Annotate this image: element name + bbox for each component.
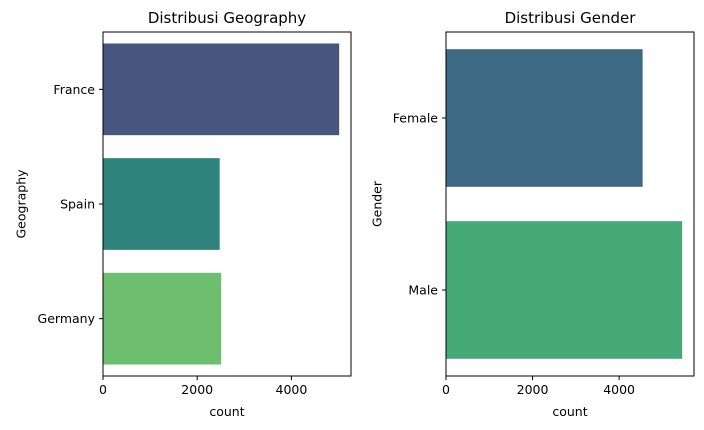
x-tick-label: 4000	[276, 382, 308, 397]
bar-france	[103, 43, 340, 136]
y-axis-label: Geography	[14, 169, 29, 239]
x-tick-label: 0	[442, 382, 450, 397]
y-axis-label: Gender	[370, 180, 385, 227]
x-tick-label: 0	[99, 382, 107, 397]
y-tick-label-spain: Spain	[60, 197, 95, 212]
x-tick-label: 2000	[181, 382, 213, 397]
y-tick-label-germany: Germany	[38, 311, 96, 326]
bar-germany	[103, 272, 222, 365]
bar-male	[446, 221, 683, 359]
y-tick-label-female: Female	[393, 111, 439, 126]
y-tick-label-france: France	[53, 82, 95, 97]
chart-title: Distribusi Geography	[148, 9, 306, 27]
bar-female	[446, 49, 643, 187]
x-axis-label: count	[552, 404, 587, 419]
plot-frame	[445, 31, 695, 377]
x-axis-label: count	[209, 404, 244, 419]
bar-spain	[103, 158, 220, 250]
chart-title: Distribusi Gender	[505, 9, 637, 27]
chart-geography: France Spain Germany 0 2000 4000 Distribusi Ge…	[14, 9, 352, 419]
y-tick-label-male: Male	[408, 283, 438, 298]
plot-frame	[102, 31, 352, 377]
x-tick-label: 2000	[517, 382, 549, 397]
chart-gender: Female Male 0 2000 4000 Distribusi Gender coun…	[370, 9, 695, 419]
x-tick-label: 4000	[603, 382, 635, 397]
